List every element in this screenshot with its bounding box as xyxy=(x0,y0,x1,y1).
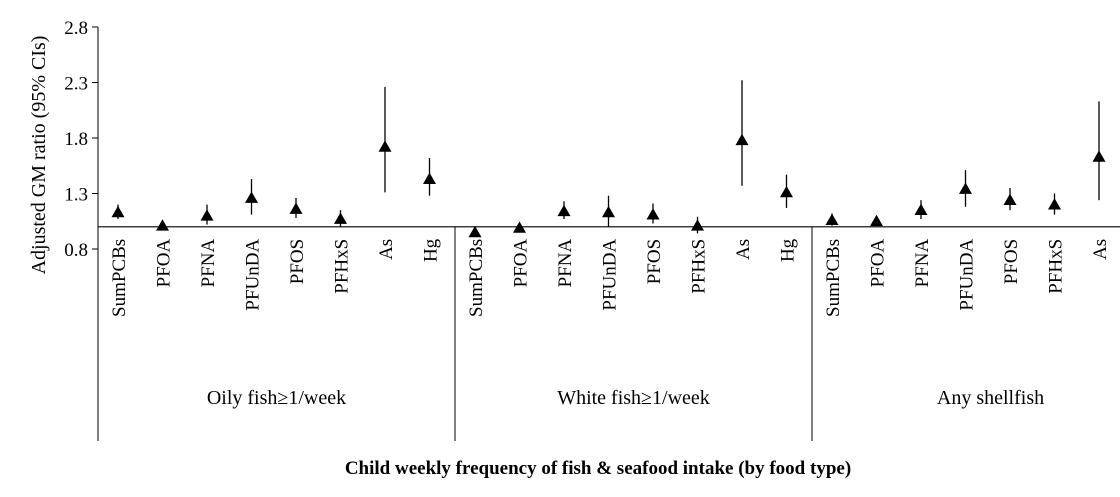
category-label: PFOS xyxy=(287,239,308,284)
category-label: PFOA xyxy=(868,239,889,288)
series-group xyxy=(111,86,436,231)
point-marker xyxy=(602,205,615,218)
category-label: PFNA xyxy=(912,239,933,288)
point-marker xyxy=(691,219,704,231)
category-label: PFHxS xyxy=(1046,239,1067,294)
point-marker xyxy=(200,209,214,221)
plot-area xyxy=(111,80,1106,238)
point-marker xyxy=(289,202,303,214)
point-marker xyxy=(378,140,392,152)
category-label: PFUnDA xyxy=(600,239,621,311)
category-label: As xyxy=(1090,239,1111,260)
category-label: As xyxy=(376,239,397,260)
category-label: PFOA xyxy=(154,239,175,288)
series-group xyxy=(468,80,793,238)
group-label: Any shellfish xyxy=(937,387,1044,409)
series-group xyxy=(825,101,1106,227)
category-label: PFNA xyxy=(555,239,576,288)
point-marker xyxy=(1092,150,1106,162)
category-label: PFUnDA xyxy=(957,239,978,311)
category-label: Hg xyxy=(778,238,799,262)
axes: 0.8 1.3 1.8 2.3 2.8 xyxy=(64,18,1120,441)
category-label: PFOA xyxy=(511,239,532,288)
category-label: SumPCBs xyxy=(823,239,844,317)
point-marker xyxy=(1003,193,1017,206)
point-marker xyxy=(914,203,928,216)
category-label: PFHxS xyxy=(332,239,353,294)
point-marker xyxy=(870,214,883,227)
point-marker xyxy=(468,225,482,238)
category-label: PFOS xyxy=(1001,239,1022,284)
y-tick-label: 2.3 xyxy=(64,74,88,95)
point-marker xyxy=(111,205,125,218)
category-label: PFOS xyxy=(644,239,665,284)
point-marker xyxy=(646,208,660,220)
y-tick-label: 1.3 xyxy=(64,185,88,206)
category-label: SumPCBs xyxy=(109,239,130,317)
category-label: PFHxS xyxy=(689,239,710,294)
point-marker xyxy=(780,185,793,198)
y-axis-title: Adjusted GM ratio (95% CIs) xyxy=(28,36,50,275)
category-label: PFUnDA xyxy=(243,239,264,311)
point-marker xyxy=(735,133,749,146)
y-tick-label: 0.8 xyxy=(64,240,88,261)
category-label: Hg xyxy=(421,238,442,262)
point-marker xyxy=(557,204,571,217)
group-label: White fish≥1/week xyxy=(557,387,710,409)
point-marker xyxy=(423,172,436,184)
point-marker xyxy=(1048,198,1061,210)
point-marker xyxy=(825,213,839,226)
category-labels: SumPCBs PFOA PFNA PFUnDA PFOS PFHxS As Hg Oily f… xyxy=(109,238,1111,409)
category-label: SumPCBs xyxy=(466,239,487,317)
category-label: PFNA xyxy=(198,239,219,288)
point-marker xyxy=(513,221,526,233)
y-tick-label: 2.8 xyxy=(64,18,88,39)
point-marker xyxy=(156,219,169,231)
y-tick-label: 1.8 xyxy=(64,129,88,150)
point-marker xyxy=(959,182,972,194)
point-marker xyxy=(334,212,347,224)
category-label: As xyxy=(733,239,754,260)
point-marker xyxy=(245,191,258,203)
x-axis-title: Child weekly frequency of fish & seafood… xyxy=(345,458,851,479)
group-label: Oily fish≥1/week xyxy=(207,387,346,409)
